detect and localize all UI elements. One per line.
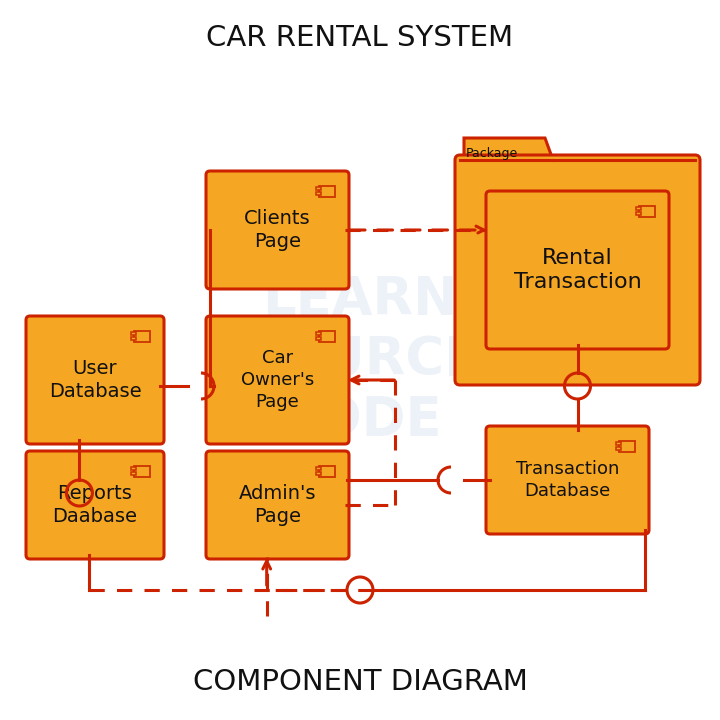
Bar: [131, 337, 136, 340]
Bar: [616, 446, 621, 450]
Bar: [131, 472, 136, 475]
Bar: [131, 467, 136, 470]
FancyBboxPatch shape: [206, 316, 349, 444]
Bar: [319, 466, 335, 477]
Bar: [636, 207, 641, 210]
FancyBboxPatch shape: [26, 451, 164, 559]
Bar: [316, 186, 321, 190]
Bar: [135, 466, 150, 477]
Bar: [316, 337, 321, 340]
Text: Reports
Daabase: Reports Daabase: [53, 484, 138, 526]
Text: Transaction
Database: Transaction Database: [516, 460, 619, 500]
Bar: [619, 441, 635, 451]
Bar: [319, 186, 335, 197]
Bar: [135, 330, 150, 341]
Text: Clients
Page: Clients Page: [244, 209, 311, 251]
Bar: [316, 192, 321, 195]
Bar: [316, 472, 321, 475]
Text: CAR RENTAL SYSTEM: CAR RENTAL SYSTEM: [207, 24, 513, 52]
FancyBboxPatch shape: [206, 451, 349, 559]
Text: Admin's
Page: Admin's Page: [239, 484, 316, 526]
Text: Package: Package: [466, 147, 518, 160]
FancyBboxPatch shape: [486, 426, 649, 534]
Text: User
Database: User Database: [49, 359, 141, 401]
Text: Rental
Transaction: Rental Transaction: [513, 248, 642, 292]
Bar: [131, 332, 136, 336]
Bar: [639, 205, 654, 217]
Text: Car
Owner's
Page: Car Owner's Page: [241, 348, 314, 411]
Bar: [616, 442, 621, 446]
FancyBboxPatch shape: [455, 155, 700, 385]
FancyBboxPatch shape: [26, 316, 164, 444]
Polygon shape: [464, 138, 553, 160]
Text: COMPONENT DIAGRAM: COMPONENT DIAGRAM: [192, 668, 528, 696]
Bar: [319, 330, 335, 341]
FancyBboxPatch shape: [206, 171, 349, 289]
Bar: [636, 212, 641, 215]
Bar: [316, 467, 321, 470]
Bar: [316, 332, 321, 336]
Text: LEARN
SOURCE
CODE: LEARN SOURCE CODE: [240, 274, 480, 446]
Bar: [460, 160, 557, 172]
FancyBboxPatch shape: [486, 191, 669, 349]
